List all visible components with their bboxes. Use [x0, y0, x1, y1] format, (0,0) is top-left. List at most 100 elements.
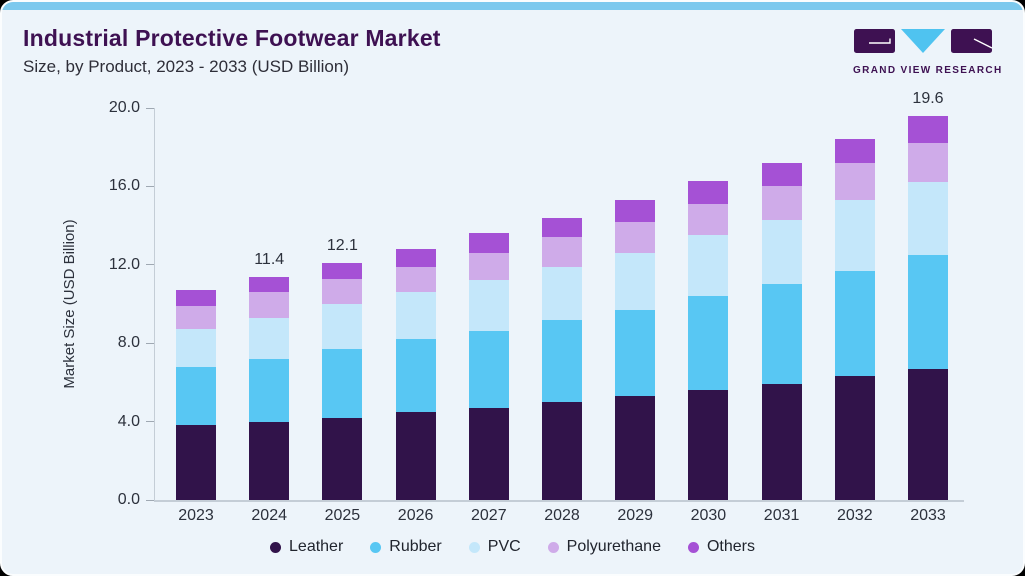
bar-segment-leather — [249, 421, 290, 500]
x-axis-label: 2026 — [397, 507, 434, 524]
bar-value-label: 12.1 — [326, 236, 358, 254]
bar-segment-pvc — [468, 280, 509, 332]
bar-segment-others — [249, 276, 290, 293]
legend-dot-icon — [547, 541, 559, 553]
bar-segment-rubber — [468, 331, 509, 408]
bar-2024 — [249, 276, 290, 500]
y-tick-mark — [146, 107, 154, 109]
bar-segment-rubber — [542, 319, 582, 402]
bar-2025 — [322, 262, 363, 500]
bar-segment-pvc — [542, 266, 582, 320]
y-tick-label: 8.0 — [117, 334, 140, 352]
x-axis-label: 2033 — [910, 507, 946, 524]
bar-segment-leather — [468, 407, 509, 500]
bar-segment-polyurethane — [834, 162, 875, 201]
top-accent-bar — [2, 2, 1023, 10]
bar-segment-others — [834, 139, 875, 163]
page-title: Industrial Protective Footwear Market — [23, 25, 441, 51]
bar-segment-others — [176, 290, 216, 306]
bar-segment-others — [395, 249, 436, 267]
bar-segment-polyurethane — [688, 204, 729, 236]
y-tick-mark — [146, 499, 154, 501]
bar-segment-pvc — [249, 317, 290, 359]
bar-segment-polyurethane — [615, 221, 656, 254]
x-axis-label: 2027 — [471, 507, 507, 524]
bar-segment-pvc — [615, 253, 656, 310]
legend-item-pvc: PVC — [468, 538, 521, 556]
bar-segment-polyurethane — [249, 292, 290, 318]
bar-segment-others — [322, 262, 363, 279]
bar-segment-leather — [542, 401, 582, 500]
bar-segment-rubber — [395, 339, 436, 412]
x-axis-label: 2029 — [617, 507, 653, 524]
bar-2032 — [834, 139, 875, 500]
y-tick-label: 0.0 — [117, 491, 140, 508]
bar-value-label: 19.6 — [912, 89, 944, 107]
bar-2023 — [176, 290, 216, 500]
legend-dot-icon — [687, 541, 699, 553]
x-axis-label: 2030 — [690, 507, 727, 524]
bar-2030 — [688, 180, 729, 500]
x-axis-line — [154, 500, 964, 502]
x-axis-label: 2023 — [178, 507, 214, 524]
bar-segment-pvc — [761, 219, 802, 285]
bar-segment-pvc — [688, 235, 729, 297]
y-tick-mark — [146, 421, 154, 423]
bar-segment-rubber — [834, 270, 875, 377]
x-axis-label: 2025 — [324, 507, 361, 524]
bar-segment-leather — [615, 396, 656, 500]
bar-segment-leather — [834, 376, 875, 500]
y-tick-label: 16.0 — [108, 177, 140, 195]
legend-item-rubber: Rubber — [370, 538, 442, 556]
x-axis-label: 2024 — [251, 507, 287, 524]
y-tick-mark — [146, 264, 154, 266]
bar-segment-leather — [761, 384, 802, 500]
x-axis-label: 2028 — [544, 507, 580, 524]
legend-label: Leather — [289, 538, 344, 555]
x-axis-label: 2032 — [837, 507, 873, 524]
legend-item-leather: Leather — [270, 538, 343, 556]
legend-dot-icon — [370, 541, 382, 553]
legend-item-others: Others — [687, 538, 755, 556]
chart-header: Industrial Protective Footwear Market Si… — [23, 25, 441, 77]
bar-segment-rubber — [761, 284, 802, 385]
legend-label: Polyurethane — [566, 538, 661, 555]
legend: Leather Rubber PVC Polyurethane Others — [2, 538, 1023, 556]
y-tick-label: 4.0 — [117, 412, 140, 430]
page-subtitle: Size, by Product, 2023 - 2033 (USD Billi… — [23, 57, 349, 76]
bar-segment-pvc — [908, 182, 948, 255]
bar-segment-pvc — [834, 200, 875, 271]
bar-segment-rubber — [322, 349, 363, 418]
bar-2026 — [395, 249, 436, 500]
bar-segment-pvc — [176, 329, 216, 367]
bar-segment-rubber — [176, 366, 216, 426]
y-axis-line — [154, 108, 155, 501]
bar-2033 — [908, 115, 948, 500]
legend-item-polyurethane: Polyurethane — [547, 538, 661, 556]
gvr-logo-icon — [854, 29, 993, 53]
bar-segment-polyurethane — [395, 266, 436, 293]
bar-segment-others — [908, 115, 948, 144]
bar-segment-others — [468, 233, 509, 254]
bar-segment-others — [688, 180, 729, 205]
bar-segment-polyurethane — [468, 253, 509, 281]
y-tick-mark — [146, 185, 154, 187]
bar-2031 — [761, 162, 802, 500]
bar-segment-rubber — [908, 254, 948, 369]
logo-letter-g-icon — [854, 29, 895, 53]
bar-segment-pvc — [395, 292, 436, 340]
bar-segment-others — [615, 200, 656, 222]
bar-segment-polyurethane — [322, 278, 363, 304]
bar-segment-polyurethane — [176, 305, 216, 330]
bar-2028 — [542, 217, 582, 500]
logo-g-detail — [869, 38, 891, 44]
bar-segment-rubber — [615, 309, 656, 397]
bar-segment-rubber — [688, 296, 729, 391]
logo-letter-r-icon — [951, 29, 992, 53]
bar-segment-rubber — [249, 358, 290, 422]
bar-segment-leather — [908, 368, 948, 500]
y-tick-label: 12.0 — [108, 255, 140, 273]
legend-dot-icon — [468, 541, 480, 553]
bar-segment-others — [542, 217, 582, 238]
